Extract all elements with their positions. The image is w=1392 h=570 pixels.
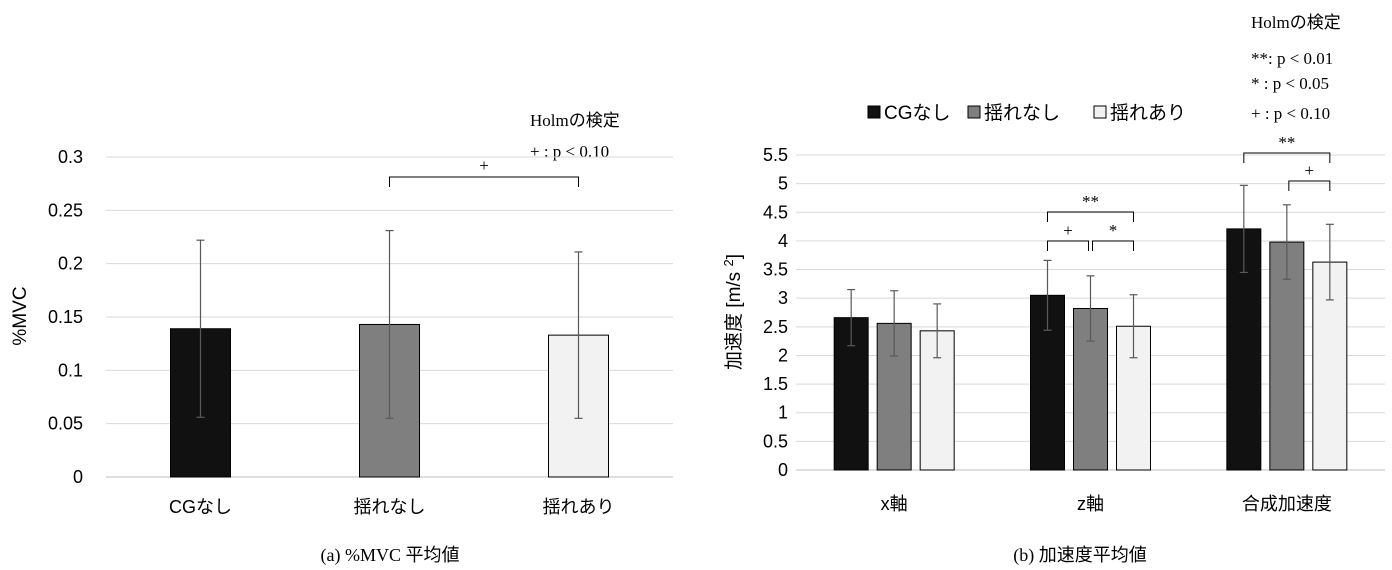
significance-bracket [1243,152,1331,163]
legend-swatch [867,105,881,119]
y-tick-label: 5 [778,174,788,194]
y-tick-label: 0 [778,460,788,480]
y-tick-label: 0.3 [58,147,83,167]
chart-b-caption: (b) 加速度平均値 [1013,545,1147,566]
y-tick-label: 3 [778,288,788,308]
legend-swatch [967,105,981,119]
x-tick-label: CGなし [169,497,232,517]
chart-b-note-line-1: **: p < 0.01 [1251,49,1333,68]
significance-label: + [1063,221,1073,240]
significance-bracket [1047,240,1089,251]
y-tick-label: 4.5 [763,202,788,222]
x-tick-label: 揺れなし [354,497,426,517]
y-tick-label: 0.05 [48,414,83,434]
y-tick-label: 5.5 [763,145,788,165]
chart-a: Holmの検定 + : p < 0.10 %MVC (a) %MVC 平均値 0… [10,111,673,566]
significance-bracket [1047,211,1134,222]
y-tick-label: 2 [778,345,788,365]
legend-label: CGなし [884,103,951,124]
chart-b-ylabel: 加速度 [m/s 2] [721,254,746,370]
chart-a-caption: (a) %MVC 平均値 [321,545,460,566]
chart-b: Holmの検定 **: p < 0.01 * : p < 0.05 + : p … [721,13,1385,566]
chart-b-note-line-2: * : p < 0.05 [1251,74,1329,93]
x-tick-label: z軸 [1077,494,1104,514]
x-tick-label: 揺れあり [543,497,615,517]
chart-b-ylabel-main: 加速度 [m/s [723,272,745,370]
significance-bracket [1288,180,1331,191]
chart-a-note-line-0: Holmの検定 [530,111,620,130]
significance-label: ** [1278,133,1295,152]
ylabel-superscript: 2 [721,259,736,266]
legend-swatch [1093,105,1107,119]
y-tick-label: 4 [778,231,788,251]
y-tick-label: 1 [778,403,788,423]
significance-bracket [389,176,579,187]
y-tick-label: 0.5 [763,431,788,451]
y-tick-label: 0.25 [48,200,83,220]
y-tick-label: 3.5 [763,260,788,280]
chart-b-note-line-3: + : p < 0.10 [1251,104,1330,123]
y-tick-label: 0.2 [58,254,83,274]
y-tick-label: 0.1 [58,360,83,380]
y-tick-label: 0 [73,467,83,487]
ylabel-rest: ] [724,254,745,259]
y-tick-label: 0.15 [48,307,83,327]
significance-label: * [1109,221,1118,240]
x-tick-label: x軸 [881,494,908,514]
significance-label: + [479,156,489,175]
significance-label: + [1305,161,1315,180]
significance-bracket [1092,240,1134,251]
chart-b-note-line-0: Holmの検定 [1251,13,1341,32]
significance-label: ** [1082,192,1099,211]
chart-a-note-line-1: + : p < 0.10 [530,142,609,161]
chart-a-ylabel: %MVC [10,286,31,345]
y-tick-label: 2.5 [763,317,788,337]
legend-label: 揺れなし [984,102,1060,124]
x-tick-label: 合成加速度 [1242,494,1332,514]
legend-label: 揺れあり [1110,102,1186,124]
y-tick-label: 1.5 [763,374,788,394]
